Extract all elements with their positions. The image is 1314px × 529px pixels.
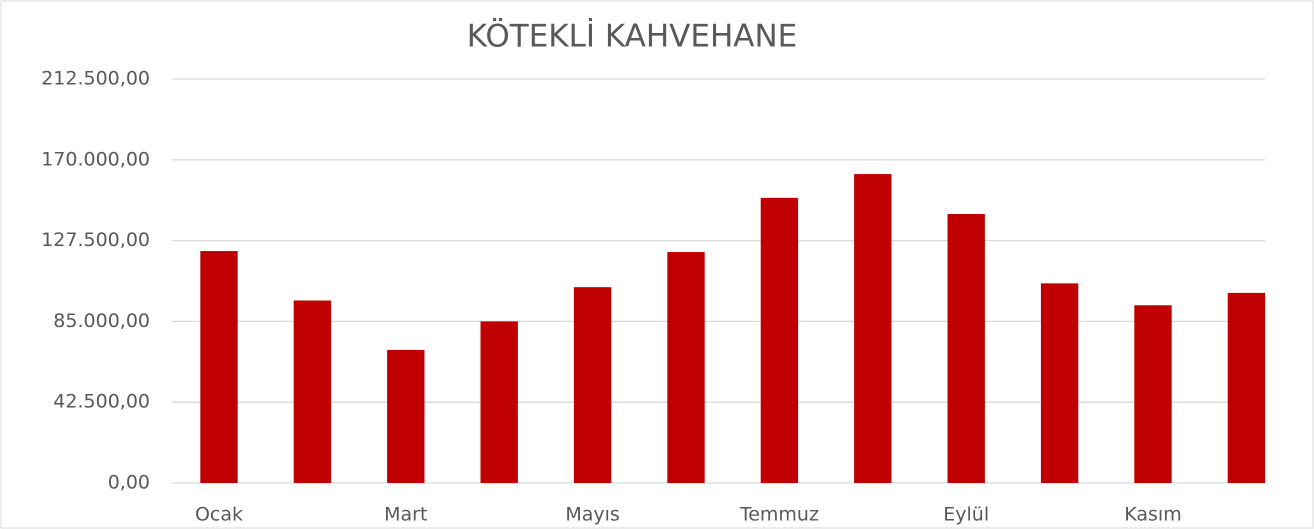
bar (573, 287, 612, 483)
bar (480, 321, 518, 483)
bar (293, 300, 332, 483)
y-tick-label: 212.500,00 (41, 68, 150, 90)
x-tick-label: Mart (384, 504, 427, 526)
x-tick-label: Temmuz (739, 504, 819, 526)
bar (387, 349, 425, 483)
bar (1134, 305, 1172, 483)
bar (1040, 283, 1079, 483)
y-tick-label: 42.500,00 (53, 391, 150, 413)
bar (947, 213, 985, 484)
bar (667, 252, 705, 483)
bar (854, 174, 892, 483)
bar (200, 251, 238, 483)
y-tick-label: 85.000,00 (53, 310, 150, 332)
x-tick-label: Mayıs (565, 504, 619, 526)
y-tick-label: 0,00 (108, 472, 150, 494)
bar (760, 197, 799, 483)
x-tick-label: Ocak (195, 504, 243, 526)
bar (1227, 292, 1266, 483)
x-tick-label: Kasım (1124, 504, 1181, 526)
x-tick-label: Eylül (943, 504, 989, 526)
y-tick-label: 127.500,00 (41, 229, 150, 251)
chart-title: KÖTEKLİ KAHVEHANE (467, 18, 798, 55)
y-tick-label: 170.000,00 (41, 148, 150, 170)
